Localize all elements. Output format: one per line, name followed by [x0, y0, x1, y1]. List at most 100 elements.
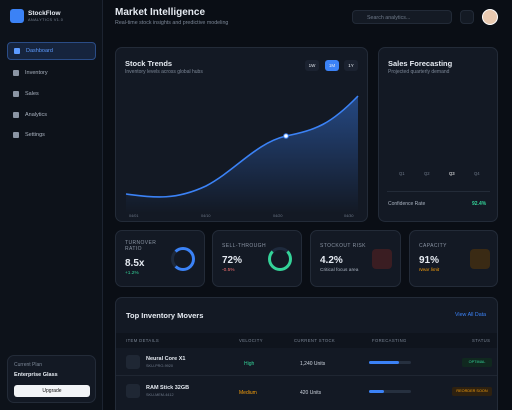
- item-sku: SKU-PRO-9920: [146, 364, 174, 368]
- row-divider: [116, 375, 497, 376]
- nav-item[interactable]: Analytics: [7, 106, 96, 124]
- quarter-label: Q1: [399, 171, 405, 176]
- confidence-label: Confidence Rate: [388, 201, 426, 207]
- kpi-icon: [470, 249, 490, 269]
- kpi-card: SELL-THROUGH 72% -0.5%: [212, 230, 302, 287]
- nav-label: Inventory: [25, 70, 48, 76]
- forecast-track: [369, 390, 411, 393]
- item-icon: [126, 384, 140, 398]
- item-name: RAM Stick 32GB: [146, 385, 190, 391]
- item-name: Neural Core X1: [146, 356, 186, 362]
- quarter-label: Q2: [424, 171, 430, 176]
- stock-trends-card: Stock Trends Inventory levels across glo…: [115, 47, 368, 222]
- search-placeholder: Search analytics...: [367, 15, 411, 21]
- x-label: 04/10: [201, 214, 211, 218]
- trend-point[interactable]: [283, 133, 289, 139]
- nav-item[interactable]: Inventory: [7, 64, 96, 82]
- kpi-change: Critical focus area: [320, 268, 359, 273]
- kpi-card: TURNOVER RATIO 8.5x +1.2%: [115, 230, 205, 287]
- search-input[interactable]: Search analytics...: [352, 10, 452, 24]
- item-icon: [126, 355, 140, 369]
- kpi-ring: [171, 247, 195, 271]
- notification-button[interactable]: [460, 10, 474, 24]
- x-label: 04/01: [129, 214, 139, 218]
- plan-name: Enterprise Glass: [14, 372, 58, 378]
- forecast-track: [369, 361, 411, 364]
- kpi-value: 72%: [222, 255, 243, 266]
- range-button-active[interactable]: 1M: [325, 60, 339, 71]
- upgrade-button[interactable]: Upgrade: [14, 385, 90, 397]
- kpi-ring: [268, 247, 292, 271]
- quarter-label: Q4: [474, 171, 480, 176]
- nav-label: Dashboard: [26, 48, 53, 54]
- x-label: 04/20: [273, 214, 283, 218]
- kpi-label: CAPACITY: [419, 243, 447, 249]
- nav-icon: [13, 112, 19, 118]
- trend-chart: [125, 95, 359, 213]
- column-header: STATUS: [472, 338, 491, 343]
- table-header: [116, 333, 497, 348]
- table-title: Top Inventory Movers: [126, 311, 204, 320]
- range-button[interactable]: 1W: [305, 60, 319, 71]
- kpi-icon: [372, 249, 392, 269]
- nav-icon: [13, 91, 19, 97]
- kpi-value: 8.5x: [125, 258, 145, 269]
- card-title: Sales Forecasting: [388, 59, 453, 68]
- status-badge: REORDER SOON: [452, 387, 492, 396]
- kpi-label: TURNOVER RATIO: [125, 240, 157, 252]
- brand-version: ANALYTICS V1.0: [28, 18, 64, 22]
- column-header: ITEM DETAILS: [126, 338, 160, 343]
- avatar[interactable]: [482, 9, 498, 25]
- confidence-value: 92.4%: [472, 201, 487, 207]
- stock: 420 Units: [300, 390, 322, 396]
- card-subtitle: Projected quarterly demand: [388, 69, 450, 75]
- quarter-label: Q3: [449, 171, 455, 176]
- sidebar: StockFlow ANALYTICS V1.0 Dashboard Inven…: [0, 0, 103, 410]
- plan-card: Current Plan Enterprise Glass Upgrade: [7, 355, 96, 403]
- nav-icon: [13, 132, 19, 138]
- velocity: High: [244, 361, 255, 367]
- kpi-change: +1.2%: [125, 271, 139, 276]
- view-all-link[interactable]: View All Data: [455, 312, 487, 318]
- forecast-fill: [369, 390, 384, 393]
- kpi-card: STOCKOUT RISK 4.2% Critical focus area: [310, 230, 401, 287]
- page-title: Market Intelligence: [115, 7, 206, 18]
- kpi-label: STOCKOUT RISK: [320, 243, 366, 249]
- nav-label: Settings: [25, 132, 45, 138]
- nav-icon: [14, 48, 20, 54]
- kpi-value: 4.2%: [320, 255, 343, 266]
- velocity: Medium: [239, 390, 257, 396]
- stock: 1,240 Units: [300, 361, 326, 367]
- card-subtitle: Inventory levels across global hubs: [125, 69, 203, 75]
- kpi-card: CAPACITY 91% Near limit: [409, 230, 498, 287]
- range-button[interactable]: 1Y: [344, 60, 358, 71]
- nav-label: Sales: [25, 91, 39, 97]
- brand-name: StockFlow: [28, 10, 61, 17]
- nav-item[interactable]: Sales: [7, 85, 96, 103]
- forecast-fill: [369, 361, 400, 364]
- trend-line: [125, 95, 359, 198]
- nav-item[interactable]: Settings: [7, 126, 96, 144]
- item-sku: SKU-MEM-4412: [146, 393, 174, 397]
- nav-item[interactable]: Dashboard: [7, 42, 96, 60]
- x-label: 04/30: [344, 214, 354, 218]
- kpi-label: SELL-THROUGH: [222, 243, 266, 249]
- column-header: CURRENT STOCK: [294, 338, 336, 343]
- card-title: Stock Trends: [125, 59, 173, 68]
- table-card: Top Inventory Movers View All Data ITEM …: [115, 297, 498, 410]
- nav-label: Analytics: [25, 112, 48, 118]
- trend-area: [126, 96, 358, 213]
- kpi-change: Near limit: [419, 268, 440, 273]
- nav-icon: [13, 70, 19, 76]
- page-subtitle: Real-time stock insights and predictive …: [115, 20, 229, 26]
- column-header: VELOCITY: [239, 338, 263, 343]
- column-header: FORECASTING: [372, 338, 407, 343]
- sales-forecast-card: Sales Forecasting Projected quarterly de…: [378, 47, 498, 222]
- logo: [10, 9, 24, 23]
- kpi-value: 91%: [419, 255, 440, 266]
- plan-label: Current Plan: [14, 362, 43, 368]
- divider: [387, 191, 490, 192]
- kpi-change: -0.5%: [222, 268, 235, 273]
- status-badge: OPTIMAL: [462, 358, 492, 367]
